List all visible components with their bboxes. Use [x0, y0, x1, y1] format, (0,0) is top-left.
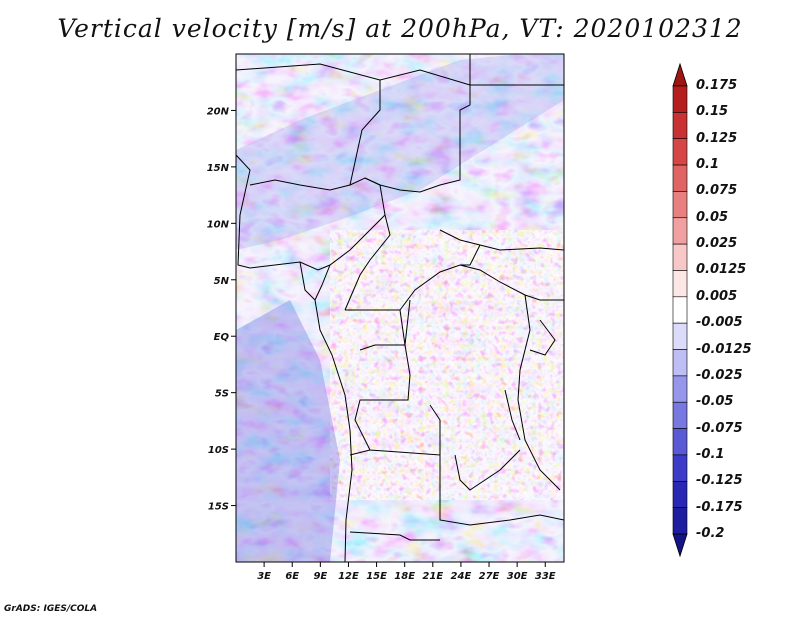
- colorbar-band: [672, 217, 688, 245]
- lat-tick-label: 5N: [214, 276, 230, 287]
- map-title: Vertical velocity [m/s] at 200hPa, VT: 2…: [57, 14, 743, 43]
- colorbar-level-label: 0.125: [696, 130, 738, 146]
- colorbar-band: [672, 322, 688, 350]
- lon-tick-label: 15E: [366, 571, 387, 582]
- lat-tick-label: 15N: [207, 163, 230, 174]
- colorbar-band: [672, 191, 688, 219]
- colorbar-band: [672, 349, 688, 377]
- colorbar-band: [672, 375, 688, 403]
- colorbar-top-arrow: [672, 62, 688, 87]
- credit-text: GrADS: IGES/COLA: [4, 604, 98, 614]
- lon-tick-label: 24E: [451, 571, 472, 582]
- colorbar-band: [672, 454, 688, 482]
- velocity-field: [236, 54, 564, 562]
- colorbar-band: [672, 164, 688, 192]
- colorbar-level-label: 0.0125: [696, 262, 747, 278]
- colorbar-band: [672, 112, 688, 140]
- longitude-ticks: 3E 6E 9E 12E 15E 18E 21E 24E 27E 30E 33E: [257, 562, 556, 582]
- plot-frame: [235, 53, 565, 563]
- colorbar-level-label: -0.05: [696, 394, 734, 410]
- colorbar-level-label: -0.125: [696, 473, 743, 489]
- colorbar-level-label: -0.175: [696, 499, 743, 515]
- colorbar-band: [672, 507, 688, 535]
- colorbar-level-label: 0.05: [696, 209, 729, 225]
- country-borders: [236, 54, 564, 562]
- colorbar-bottom-arrow: [672, 533, 688, 558]
- lon-tick-label: 6E: [285, 571, 299, 582]
- colorbar-band: [672, 138, 688, 166]
- lat-tick-label: 10S: [208, 445, 229, 456]
- lon-tick-label: 3E: [257, 571, 271, 582]
- colorbar-level-label: -0.1: [696, 446, 725, 462]
- lon-tick-label: 27E: [479, 571, 500, 582]
- lon-tick-label: 9E: [313, 571, 327, 582]
- colorbar-level-label: 0.025: [696, 236, 738, 252]
- lat-tick-label: EQ: [214, 332, 230, 343]
- colorbar-band: [672, 243, 688, 271]
- lat-tick-label: 10N: [207, 219, 230, 230]
- lat-tick-label: 20N: [207, 106, 230, 117]
- colorbar-level-label: -0.075: [696, 420, 743, 436]
- colorbar-band: [672, 270, 688, 298]
- lat-tick-label: 15S: [208, 502, 229, 513]
- colorbar-level-label: 0.1: [696, 157, 720, 173]
- colorbar-band: [672, 480, 688, 508]
- colorbar-level-label: -0.005: [696, 315, 743, 331]
- lon-tick-label: 18E: [394, 571, 415, 582]
- colorbar-level-label: 0.005: [696, 288, 738, 304]
- colorbar-level-label: 0.15: [696, 104, 729, 120]
- colorbar-band: [672, 296, 688, 324]
- colorbar-band: [672, 401, 688, 429]
- colorbar: [672, 62, 688, 558]
- colorbar-band: [672, 428, 688, 456]
- lon-tick-label: 30E: [507, 571, 528, 582]
- lon-tick-label: 12E: [338, 571, 359, 582]
- lat-tick-label: 5S: [215, 389, 229, 400]
- colorbar-level-label: -0.0125: [696, 341, 752, 357]
- latitude-ticks: 20N 15N 10N 5N EQ 5S 10S 15S: [207, 106, 236, 513]
- colorbar-band: [672, 85, 688, 113]
- colorbar-level-label: -0.025: [696, 367, 743, 383]
- lon-tick-label: 21E: [422, 571, 443, 582]
- colorbar-level-label: 0.175: [696, 78, 738, 93]
- colorbar-level-label: 0.075: [696, 183, 738, 199]
- colorbar-level-label: -0.2: [696, 526, 725, 541]
- lon-tick-label: 33E: [535, 571, 556, 582]
